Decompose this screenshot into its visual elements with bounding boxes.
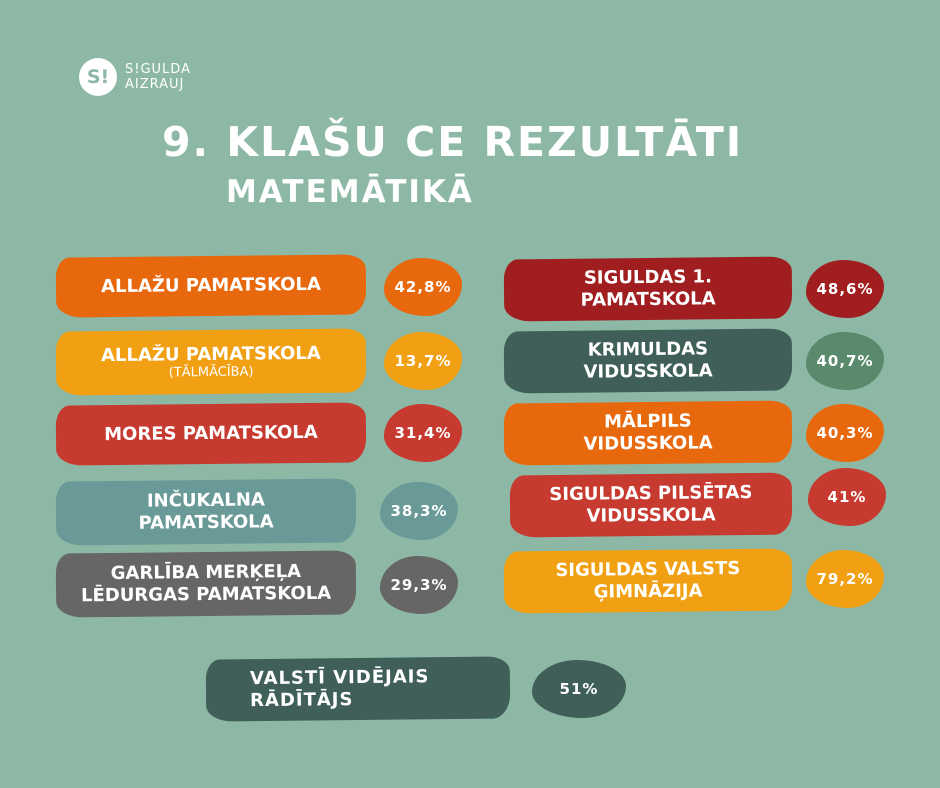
school-label: ALLAŽU PAMATSKOLA (TĀLMĀCĪBA) bbox=[55, 328, 367, 396]
school-value: 79,2% bbox=[806, 550, 884, 608]
school-value: 31,4% bbox=[384, 404, 462, 462]
school-label: MORES PAMATSKOLA bbox=[55, 402, 367, 466]
national-value: 51% bbox=[532, 660, 626, 718]
school-label: SIGULDAS PILSĒTAS VIDUSSKOLA bbox=[509, 472, 793, 538]
school-value: 38,3% bbox=[380, 482, 458, 540]
school-name: GARLĪBA MERĶEĻA LĒDURGAS PAMATSKOLA bbox=[80, 561, 332, 607]
school-label: MĀLPILS VIDUSSKOLA bbox=[503, 400, 793, 466]
school-name: SIGULDAS VALSTS ĢIMNĀZIJA bbox=[555, 558, 741, 603]
school-value: 41% bbox=[808, 468, 886, 526]
school-name: SIGULDAS 1. PAMATSKOLA bbox=[580, 266, 716, 311]
logo-line1: S!GULDA bbox=[125, 62, 191, 77]
school-value: 48,6% bbox=[806, 260, 884, 318]
school-name: ALLAŽU PAMATSKOLA bbox=[100, 342, 321, 367]
school-label: ALLAŽU PAMATSKOLA bbox=[55, 254, 367, 318]
page-title: 9. KLAŠU CE REZULTĀTI bbox=[162, 118, 744, 166]
school-name: SIGULDAS PILSĒTAS VIDUSSKOLA bbox=[549, 481, 753, 527]
school-name: ALLAŽU PAMATSKOLA bbox=[101, 273, 321, 298]
logo-line2: AIZRAUJ bbox=[125, 77, 185, 92]
logo: S! S!GULDA AIZRAUJ bbox=[79, 58, 191, 96]
school-label: KRIMULDAS VIDUSSKOLA bbox=[503, 328, 793, 394]
school-value: 13,7% bbox=[384, 332, 462, 390]
national-name: VALSTĪ VIDĒJAIS RĀDĪTĀJS bbox=[249, 666, 430, 712]
school-label: SIGULDAS VALSTS ĢIMNĀZIJA bbox=[503, 548, 793, 614]
school-value: 40,7% bbox=[806, 332, 884, 390]
page-subtitle: MATEMĀTIKĀ bbox=[226, 174, 474, 210]
school-note: (TĀLMĀCĪBA) bbox=[168, 364, 254, 381]
school-name: KRIMULDAS VIDUSSKOLA bbox=[583, 338, 713, 383]
school-name: MORES PAMATSKOLA bbox=[104, 421, 318, 446]
school-value: 42,8% bbox=[384, 258, 462, 316]
school-label: INČUKALNA PAMATSKOLA bbox=[55, 478, 357, 546]
school-label: GARLĪBA MERĶEĻA LĒDURGAS PAMATSKOLA bbox=[55, 550, 357, 618]
school-name: MĀLPILS VIDUSSKOLA bbox=[583, 410, 713, 455]
school-name: INČUKALNA PAMATSKOLA bbox=[138, 489, 274, 534]
national-label: VALSTĪ VIDĒJAIS RĀDĪTĀJS bbox=[205, 656, 511, 722]
school-value: 40,3% bbox=[806, 404, 884, 462]
logo-mark: S! bbox=[79, 58, 117, 96]
logo-text: S!GULDA AIZRAUJ bbox=[125, 62, 191, 92]
school-label: SIGULDAS 1. PAMATSKOLA bbox=[503, 256, 793, 322]
school-value: 29,3% bbox=[380, 556, 458, 614]
